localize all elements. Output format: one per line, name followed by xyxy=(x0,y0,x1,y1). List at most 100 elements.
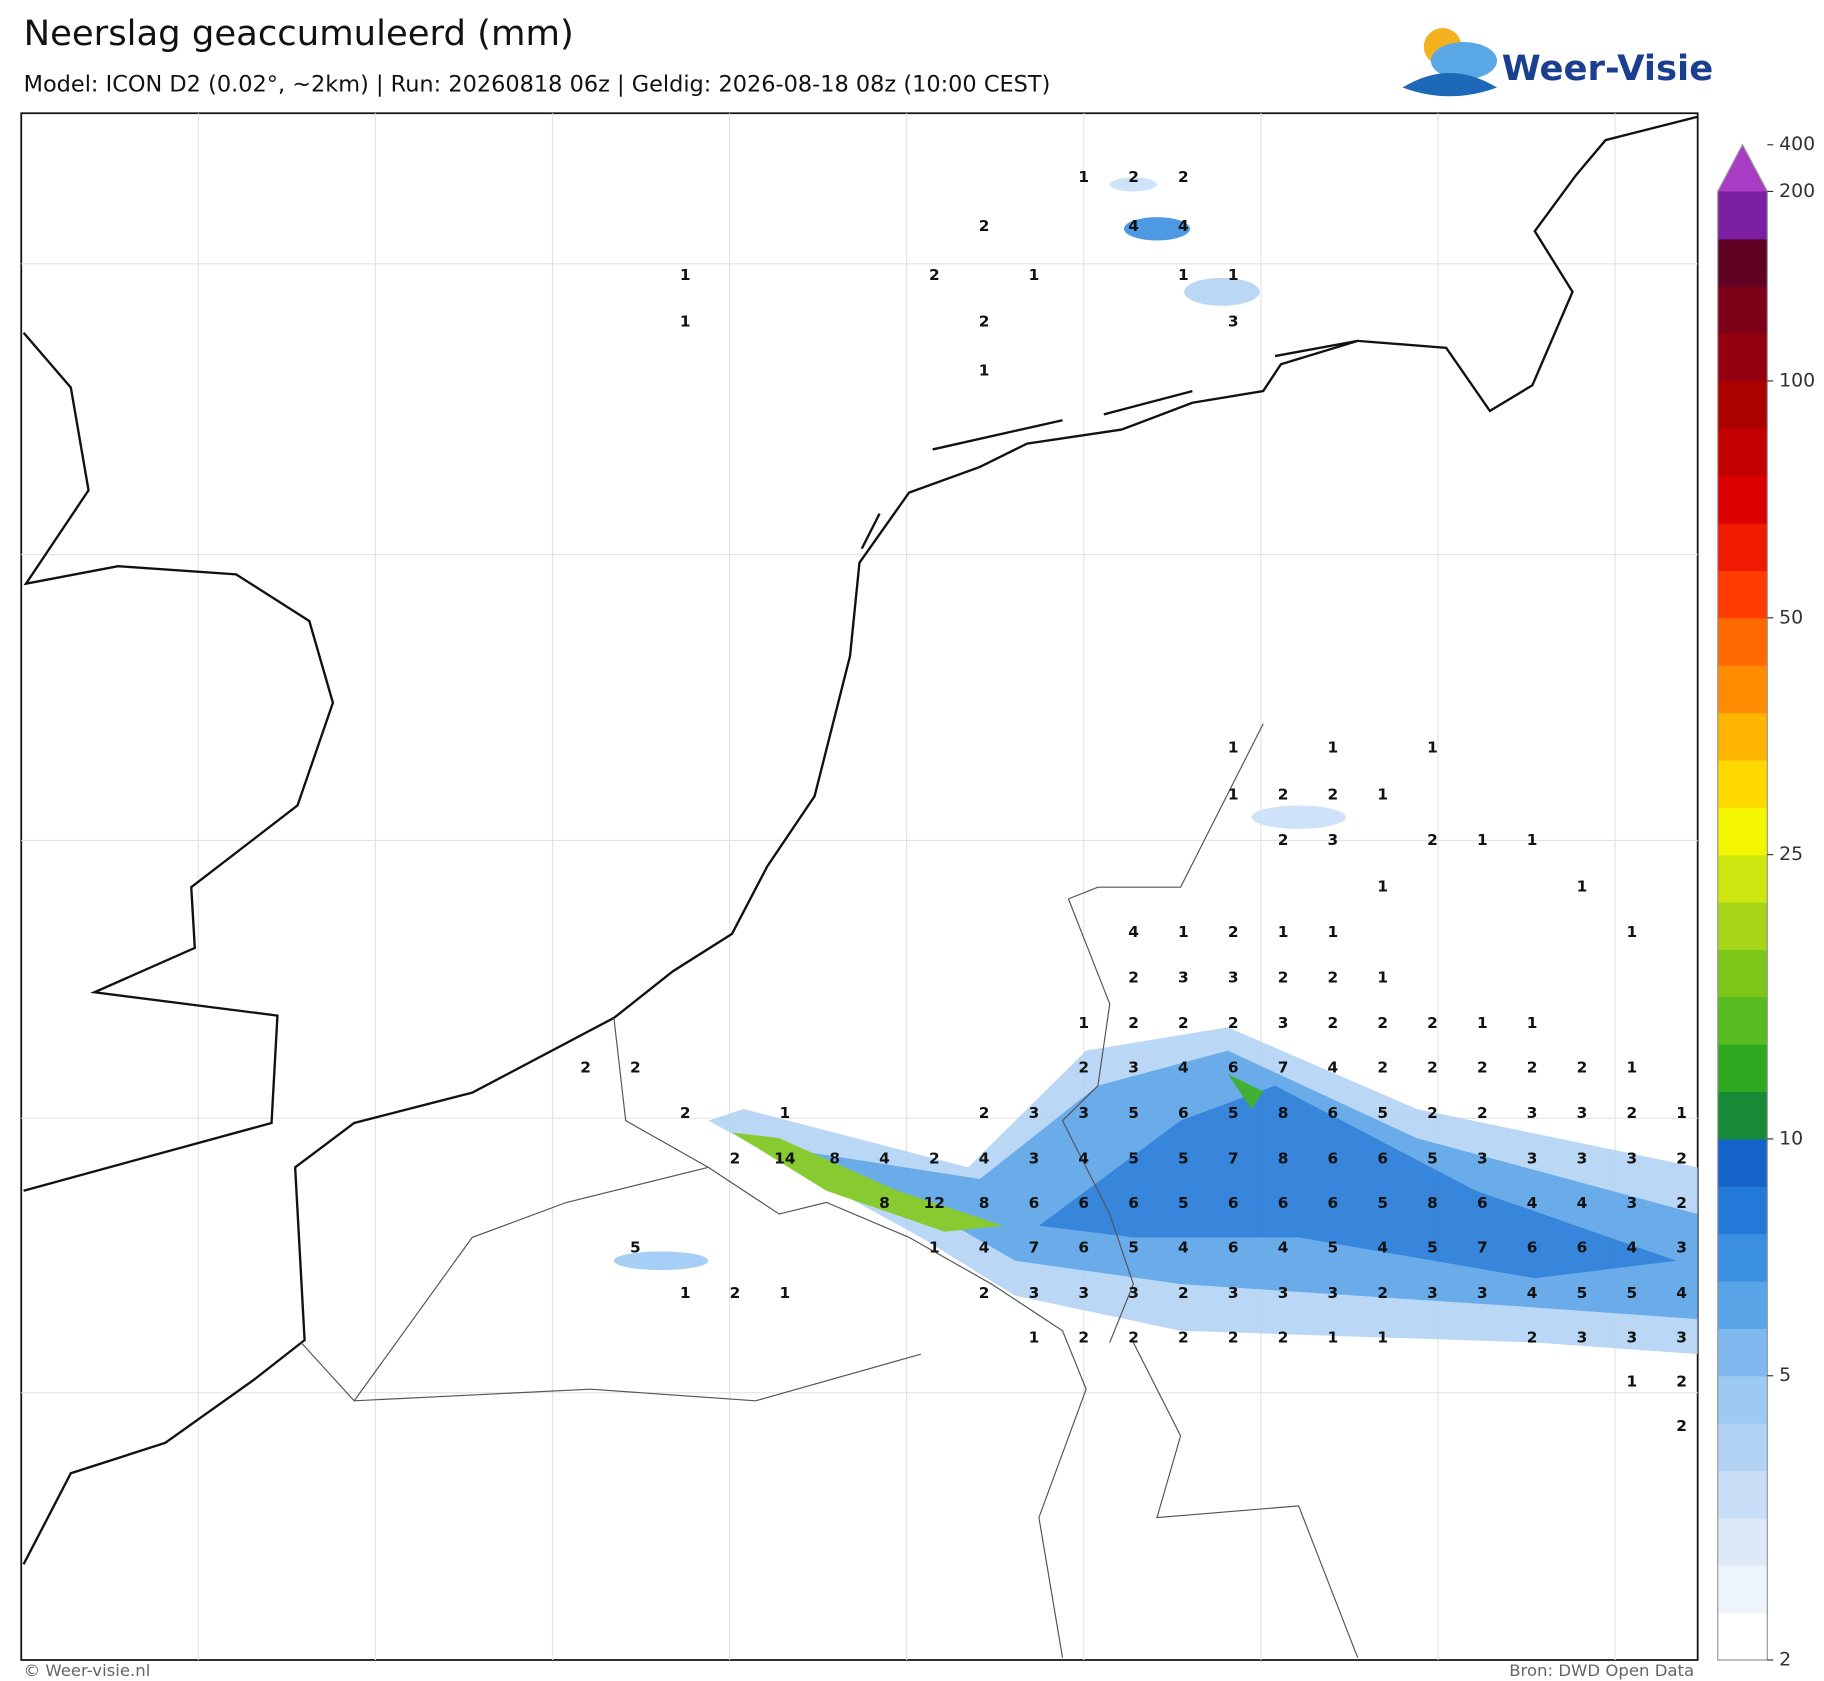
precip-label: 1 xyxy=(1278,923,1289,941)
precip-label: 2 xyxy=(1577,1059,1588,1077)
precip-label: 2 xyxy=(1676,1373,1687,1391)
precip-label: 3 xyxy=(1029,1284,1040,1302)
precip-label: 6 xyxy=(1178,1104,1189,1122)
precip-label: 1 xyxy=(680,313,691,331)
precip-label: 5 xyxy=(1178,1150,1189,1168)
precip-label: 6 xyxy=(1577,1238,1588,1256)
precip-label: 2 xyxy=(1676,1194,1687,1212)
precip-label: 2 xyxy=(1278,786,1289,804)
colorbar-segment xyxy=(1717,1517,1768,1566)
precip-label: 2 xyxy=(1676,1417,1687,1435)
precip-label: 3 xyxy=(1328,1284,1339,1302)
colorbar-segment xyxy=(1717,1612,1768,1661)
precip-label: 1 xyxy=(1178,266,1189,284)
precip-label: 3 xyxy=(1477,1150,1488,1168)
precip-label: 3 xyxy=(1577,1150,1588,1168)
precip-label: 2 xyxy=(979,313,990,331)
precip-label: 1 xyxy=(1577,878,1588,896)
precip-label: 3 xyxy=(1626,1194,1637,1212)
precip-label: 3 xyxy=(1228,969,1239,987)
precip-label: 4 xyxy=(1178,1238,1189,1256)
precip-label: 1 xyxy=(1527,1014,1538,1032)
precip-label: 2 xyxy=(979,217,990,235)
precip-label: 2 xyxy=(580,1059,591,1077)
precip-label: 3 xyxy=(1577,1328,1588,1346)
precip-label: 1 xyxy=(1377,969,1388,987)
colorbar-segment xyxy=(1717,807,1768,856)
precip-label: 2 xyxy=(1377,1284,1388,1302)
precip-label: 4 xyxy=(1278,1238,1289,1256)
precip-label: 2 xyxy=(1128,168,1139,186)
colorbar-segment xyxy=(1717,523,1768,572)
precip-label: 5 xyxy=(1128,1150,1139,1168)
precip-label: 4 xyxy=(1377,1238,1388,1256)
precip-label: 4 xyxy=(1178,1059,1189,1077)
precip-label: 2 xyxy=(1328,969,1339,987)
precip-label: 3 xyxy=(1128,1059,1139,1077)
precip-label: 1 xyxy=(1626,923,1637,941)
precip-label: 3 xyxy=(1078,1104,1089,1122)
precip-label: 4 xyxy=(1128,923,1139,941)
precip-label: 3 xyxy=(1676,1328,1687,1346)
precip-label: 2 xyxy=(1128,1328,1139,1346)
precip-label: 2 xyxy=(630,1059,641,1077)
colorbar-tick-label: 200 xyxy=(1779,181,1815,202)
precip-label: 1 xyxy=(1477,1014,1488,1032)
precip-label: 4 xyxy=(1676,1284,1687,1302)
precip-label: 4 xyxy=(1626,1238,1637,1256)
colorbar-segment xyxy=(1717,902,1768,950)
precip-label: 5 xyxy=(1577,1284,1588,1302)
colorbar-segment xyxy=(1717,1565,1768,1614)
title: Neerslag geaccumuleerd (mm) xyxy=(24,13,574,54)
precip-label: 5 xyxy=(1128,1104,1139,1122)
precip-label: 1 xyxy=(1427,739,1438,757)
precip-label: 1 xyxy=(780,1104,791,1122)
precip-label: 2 xyxy=(1228,923,1239,941)
precip-label: 6 xyxy=(1228,1238,1239,1256)
precip-label: 12 xyxy=(924,1194,945,1212)
precip-label: 3 xyxy=(1178,969,1189,987)
precip-label: 2 xyxy=(680,1104,691,1122)
precip-label: 5 xyxy=(1328,1238,1339,1256)
precip-label: 4 xyxy=(1128,217,1139,235)
precip-label: 6 xyxy=(1228,1059,1239,1077)
precip-label: 1 xyxy=(1029,1328,1040,1346)
colorbar-segment xyxy=(1717,428,1768,477)
colorbar-tick-label: 100 xyxy=(1779,370,1815,391)
precip-label: 1 xyxy=(1377,786,1388,804)
precip-label: 2 xyxy=(929,1150,940,1168)
precip-label: 6 xyxy=(1029,1194,1040,1212)
precip-label: 8 xyxy=(979,1194,990,1212)
map: 1 2 22 4 41 2 1 1 11 2 311 1 11 2 2 12 3 2 1 11 14 1 2 1 1 12 3 3 2 2… xyxy=(20,112,1699,1661)
colorbar-tick-label: 10 xyxy=(1779,1128,1803,1149)
precip-label: 1 xyxy=(1328,923,1339,941)
colorbar-segment xyxy=(1717,570,1768,619)
precip-label: 1 xyxy=(1078,168,1089,186)
precip-label: 6 xyxy=(1078,1194,1089,1212)
colorbar-segment xyxy=(1717,238,1768,287)
precip-label: 1 xyxy=(680,266,691,284)
precip-label: 2 xyxy=(1626,1104,1637,1122)
precip-label: 6 xyxy=(1377,1150,1388,1168)
colorbar-tick-label: 50 xyxy=(1779,607,1803,628)
colorbar-segment xyxy=(1717,475,1768,524)
precip-label: 7 xyxy=(1228,1150,1239,1168)
precip-label: 2 xyxy=(1676,1150,1687,1168)
colorbar-segment xyxy=(1717,712,1768,761)
precip-label: 1 xyxy=(1676,1104,1687,1122)
precip-label: 1 xyxy=(1377,1328,1388,1346)
precip-label: 3 xyxy=(1278,1014,1289,1032)
precip-label: 2 xyxy=(1128,969,1139,987)
precip-label: 1 xyxy=(979,362,990,380)
precip-label: 8 xyxy=(1278,1150,1289,1168)
precip-label: 6 xyxy=(1527,1238,1538,1256)
precip-label: 7 xyxy=(1477,1238,1488,1256)
colorbar-segment xyxy=(1717,286,1768,335)
precip-label: 6 xyxy=(1477,1194,1488,1212)
precip-label: 1 xyxy=(1228,266,1239,284)
colorbar-segment xyxy=(1717,996,1768,1045)
colorbar-extend xyxy=(1717,144,1768,192)
colorbar-tick-label: 25 xyxy=(1779,844,1803,865)
